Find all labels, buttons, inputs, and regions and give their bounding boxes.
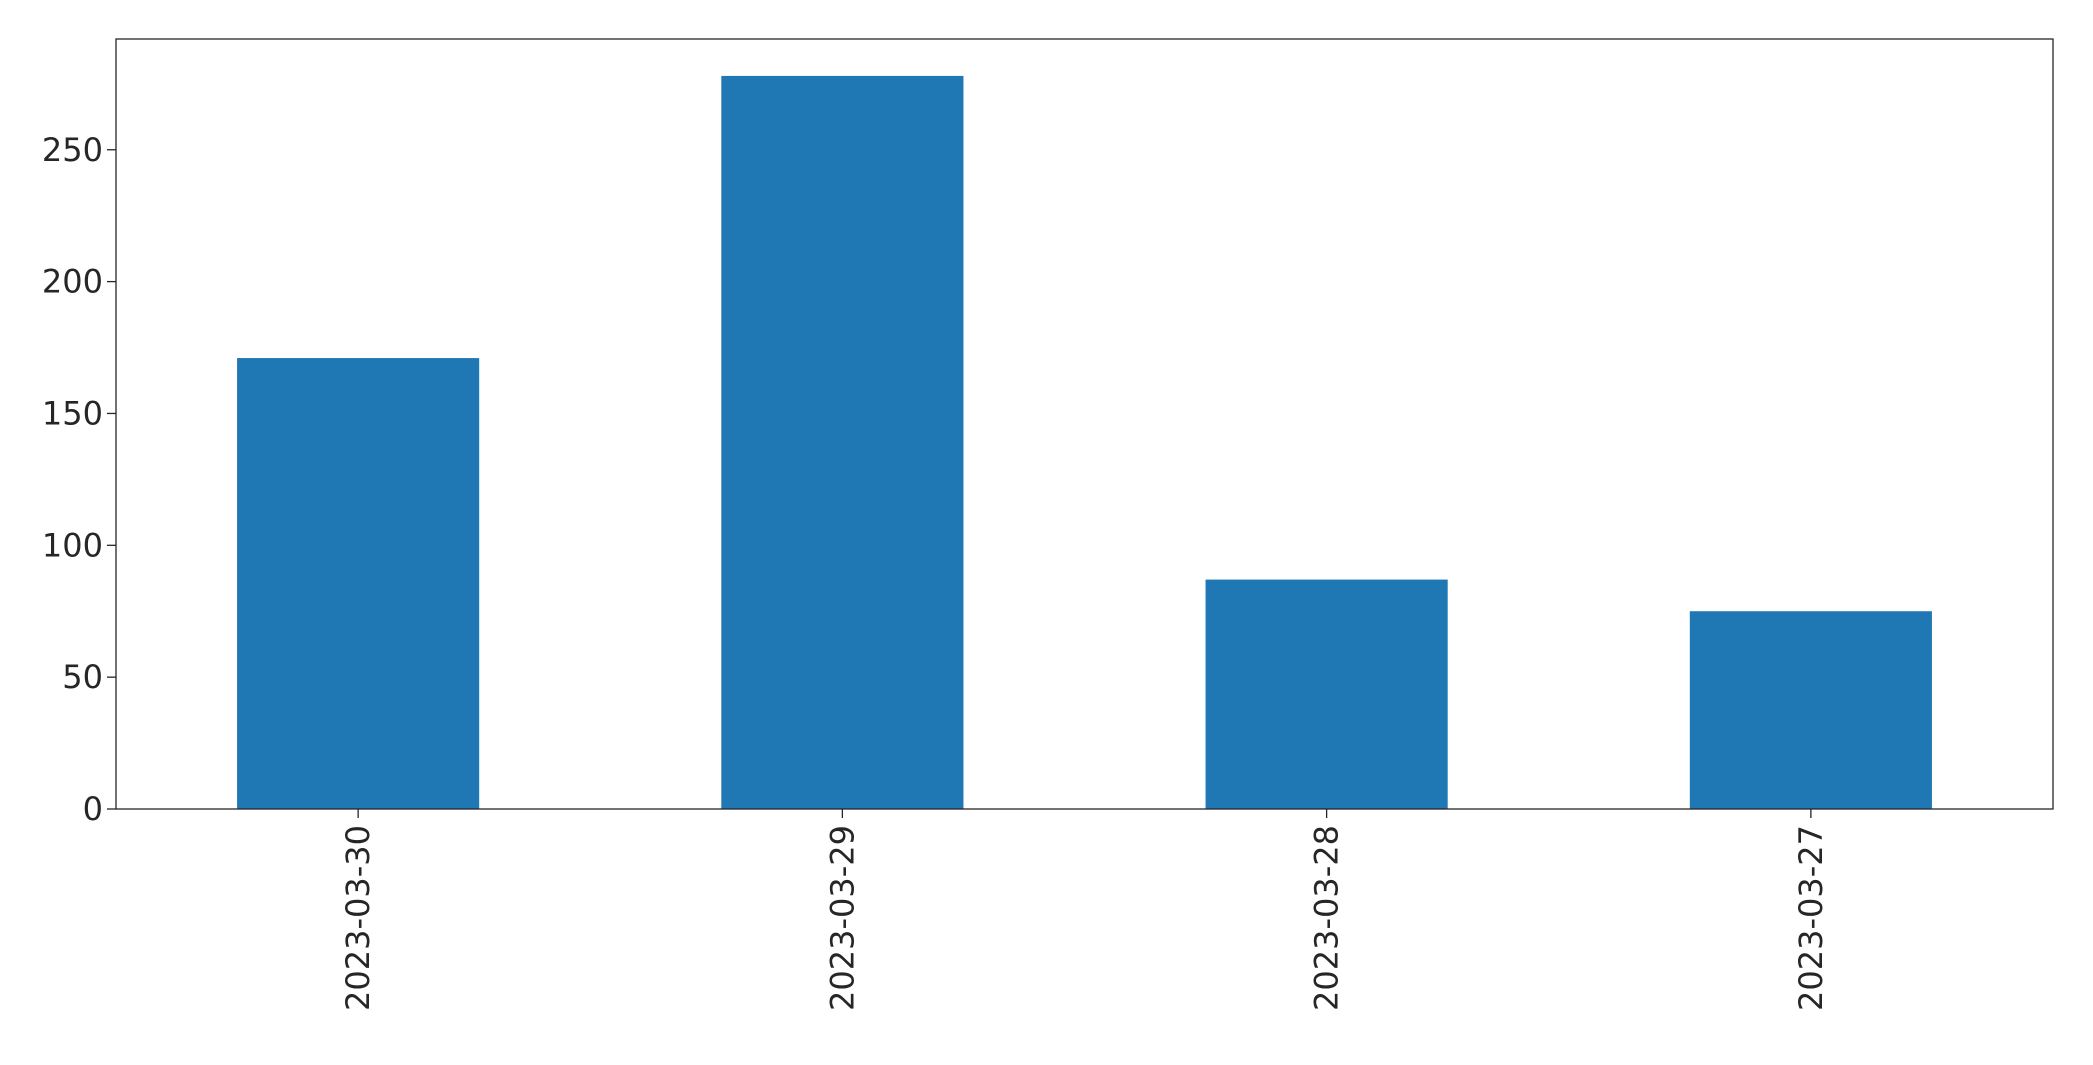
- x-tick-label: 2023-03-28: [1308, 825, 1346, 1011]
- y-tick-label: 150: [42, 394, 103, 432]
- y-tick-label: 250: [42, 131, 103, 169]
- bar-2023-03-29: [721, 75, 964, 810]
- bar-2023-03-28: [1205, 579, 1448, 809]
- y-tick-label: 200: [42, 263, 103, 301]
- x-axis: 2023-03-30 2023-03-29 2023-03-28 2023-03-27: [339, 809, 1830, 1011]
- y-axis: 0 50 100 150 200 250: [42, 131, 116, 828]
- x-tick-label: 2023-03-29: [823, 825, 861, 1011]
- plot-area-frame: [115, 38, 2054, 810]
- x-tick-label: 2023-03-27: [1792, 825, 1830, 1011]
- bar-2023-03-27: [1689, 611, 1932, 809]
- x-tick-label: 2023-03-30: [339, 825, 377, 1011]
- y-tick-label: 50: [62, 658, 103, 696]
- y-tick-label: 100: [42, 526, 103, 564]
- y-tick-label: 0: [83, 790, 103, 828]
- bars-layer: [237, 75, 1932, 810]
- bar-2023-03-30: [237, 358, 480, 809]
